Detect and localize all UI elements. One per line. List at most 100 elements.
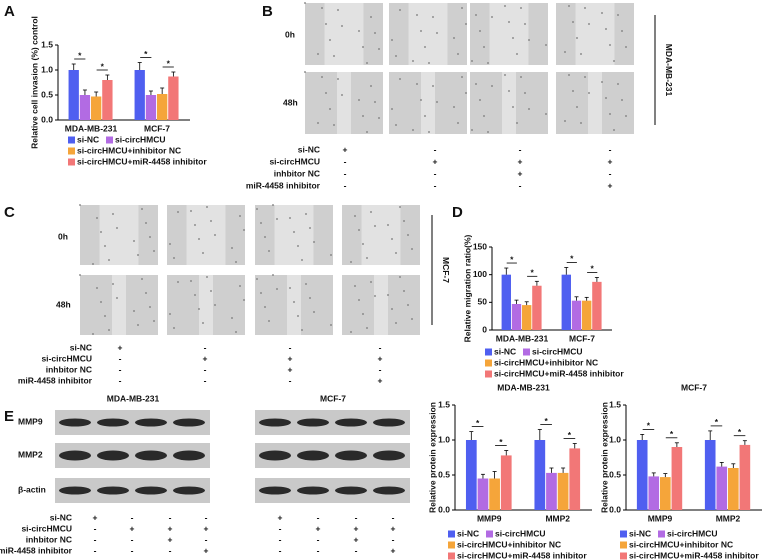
cell-dot: [613, 60, 615, 62]
cell-dot: [317, 53, 319, 55]
treatment-mark: -: [344, 180, 347, 190]
cell-dot: [370, 281, 372, 283]
cell-dot: [358, 229, 360, 231]
cell-line-label: MDA-MB-231: [664, 44, 674, 97]
treatment-mark: +: [118, 342, 123, 352]
treatment-label: miR-4458 inhibitor: [0, 545, 73, 555]
cell-dot: [79, 204, 81, 206]
cell-dot: [453, 106, 455, 108]
cell-dot: [374, 295, 376, 297]
treatment-mark: +: [391, 523, 396, 533]
treatment-mark: +: [378, 375, 383, 385]
x-tick-label: MCF-7: [144, 123, 170, 133]
cell-dot: [391, 39, 393, 41]
cell-line-label: MCF-7: [441, 257, 451, 283]
significance-star: *: [591, 264, 595, 274]
cell-dot: [395, 55, 397, 57]
treatment-mark: -: [434, 180, 437, 190]
cell-dot: [239, 215, 241, 217]
scratch-gap: [408, 3, 448, 65]
cell-dot: [512, 106, 514, 108]
cell-dot: [293, 301, 295, 303]
cell-dot: [605, 97, 607, 99]
bar: [134, 70, 145, 120]
cell-dot: [613, 129, 615, 131]
cell-dot: [491, 85, 493, 87]
x-tick-label: MMP2: [545, 513, 570, 523]
treatment-mark: +: [354, 534, 359, 544]
row-label: 48h: [56, 299, 71, 309]
legend-swatch: [620, 541, 627, 549]
bar: [636, 440, 648, 510]
blot-band: [173, 418, 205, 427]
cell-dot: [309, 227, 311, 229]
cell-dot: [366, 62, 368, 64]
cell-dot: [366, 131, 368, 133]
y-tick-label: 100: [473, 269, 487, 279]
treatment-mark: +: [204, 523, 209, 533]
treatment-mark: +: [518, 168, 523, 178]
treatment-mark: +: [278, 512, 283, 522]
cell-dot: [330, 324, 332, 326]
treatment-mark: -: [344, 168, 347, 178]
cell-dot: [568, 5, 570, 7]
treatment-label: inhbitor NC: [26, 534, 72, 544]
treatment-mark: +: [391, 545, 396, 555]
bar: [569, 448, 581, 510]
treatment-mark: +: [168, 523, 173, 533]
cell-dot: [584, 7, 586, 9]
chart-title: MDA-MB-231: [497, 382, 550, 392]
cell-dot: [317, 122, 319, 124]
cell-dot: [194, 294, 196, 296]
cell-dot: [605, 28, 607, 30]
panel-letter: E: [4, 408, 14, 425]
cell-dot: [304, 71, 306, 73]
blot-band: [97, 418, 129, 427]
cell-dot: [391, 108, 393, 110]
cell-dot: [420, 99, 422, 101]
y-axis-label: Relative cell invasion (%) control: [29, 16, 39, 149]
protein-label: MMP9: [18, 416, 43, 426]
cell-dot: [313, 241, 315, 243]
legend-label: si-NC: [77, 134, 99, 144]
treatment-mark: -: [94, 534, 97, 544]
y-tick-label: 0.0: [438, 504, 450, 514]
cell-dot: [545, 113, 547, 115]
treatment-mark: +: [288, 353, 293, 363]
cell-dot: [601, 12, 603, 14]
row-label: 48h: [283, 97, 298, 107]
cell-dot: [479, 99, 481, 101]
cell-dot: [235, 261, 237, 263]
cell-dot: [524, 23, 526, 25]
treatment-mark: +: [608, 180, 613, 190]
cell-dot: [173, 257, 175, 259]
legend-swatch: [485, 359, 492, 367]
treatment-mark: -: [434, 144, 437, 154]
y-tick-label: 0.0: [41, 114, 53, 124]
bar: [157, 94, 168, 120]
treatment-mark: +: [204, 545, 209, 555]
treatment-label: inhbitor NC: [274, 168, 320, 178]
y-tick-label: 0: [482, 324, 487, 334]
legend-label: si-circHMCU+miR-4458 inhibitor: [77, 156, 207, 166]
cell-dot: [471, 60, 473, 62]
cell-dot: [112, 213, 114, 215]
cell-dot: [471, 129, 473, 131]
legend-label: si-circHMCU+inhibitor NC: [77, 145, 181, 155]
legend-label: si-circHMCU+miR-4458 inhibitor: [457, 550, 587, 560]
significance-star: *: [78, 50, 82, 60]
bar: [168, 76, 179, 120]
cell-dot: [206, 206, 208, 208]
cell-dot: [524, 92, 526, 94]
cell-dot: [617, 14, 619, 16]
panel-letter: B: [262, 3, 273, 20]
bar: [91, 96, 102, 120]
cell-dot: [231, 317, 233, 319]
x-tick-label: MMP9: [477, 513, 502, 523]
cell-dot: [112, 283, 114, 285]
y-axis-label: Relative migration ratio(%): [462, 234, 472, 342]
panel-letter: C: [4, 204, 15, 221]
treatment-mark: -: [317, 545, 320, 555]
cell-dot: [411, 248, 413, 250]
cell-dot: [276, 218, 278, 220]
